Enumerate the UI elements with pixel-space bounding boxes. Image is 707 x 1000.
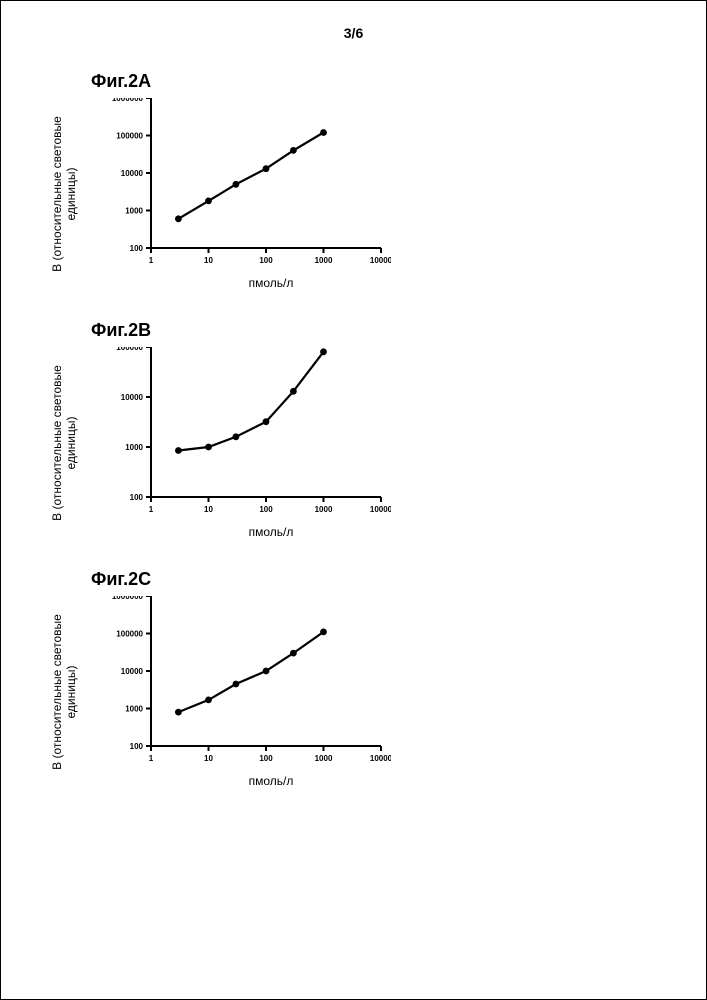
x-tick-label: 100 [259,505,273,514]
y-tick-label: 10000 [121,667,144,676]
data-marker [175,215,182,222]
y-tick-label: 100 [130,244,144,253]
data-marker [290,388,297,395]
y-tick-label: 1000000 [112,98,144,103]
y-axis-label: B (относительные световыеединицы) [51,116,79,272]
data-marker [290,650,297,657]
figures-container: Фиг.2A B (относительные световыеединицы) 1… [41,71,666,788]
data-marker [233,681,240,688]
data-marker [320,629,327,636]
data-marker [175,709,182,716]
chart-wrap: B (относительные световыеединицы)1101001… [111,347,431,539]
x-tick-label: 1000 [315,256,333,265]
data-marker [290,147,297,154]
chart-svg: 1 10 100 1000 10000 100 1000 10000 100000 [111,347,391,521]
x-tick-label: 10000 [370,505,391,514]
chart-svg: 1 10 100 1000 10000 100 1000 10000 100000 1000000 [111,596,391,770]
data-marker [320,129,327,136]
x-axis-label: пмоль/л [111,774,391,788]
y-tick-label: 10000 [121,393,144,402]
y-tick-label: 1000 [125,443,143,452]
data-marker [205,198,212,205]
figure-1: Фиг.2B B (относительные световыеединицы) 1… [41,320,666,539]
data-line [178,632,323,712]
data-marker [175,447,182,454]
chart-wrap: B (относительные световыеединицы)1101001… [111,596,431,788]
figure-title: Фиг.2A [91,71,666,92]
data-marker [205,444,212,451]
axes [151,98,381,248]
figure-2: Фиг.2C B (относительные световыеединицы) 1… [41,569,666,788]
data-marker [205,697,212,704]
chart-wrap: B (относительные световыеединицы)1101001… [111,98,431,290]
x-tick-label: 1000 [315,505,333,514]
y-tick-label: 1000000 [112,596,144,601]
data-marker [233,433,240,440]
x-axis-label: пмоль/л [111,525,391,539]
x-tick-label: 1 [149,505,154,514]
x-tick-label: 10000 [370,256,391,265]
page-number: 3/6 [41,25,666,41]
y-axis-label: B (относительные световыеединицы) [51,614,79,770]
figure-title: Фиг.2B [91,320,666,341]
data-line [178,133,323,219]
x-tick-label: 1 [149,256,154,265]
x-axis-label: пмоль/л [111,276,391,290]
y-tick-label: 1000 [125,207,143,216]
x-tick-label: 10000 [370,754,391,763]
x-tick-label: 10 [204,754,213,763]
y-tick-label: 100000 [116,132,143,141]
x-tick-label: 100 [259,754,273,763]
data-marker [263,165,270,172]
data-marker [233,181,240,188]
data-marker [263,668,270,675]
y-tick-label: 10000 [121,169,144,178]
x-tick-label: 1 [149,754,154,763]
chart-svg: 1 10 100 1000 10000 100 1000 10000 100000 1000000 [111,98,391,272]
figure-title: Фиг.2C [91,569,666,590]
y-tick-label: 1000 [125,705,143,714]
x-tick-label: 10 [204,256,213,265]
data-marker [320,348,327,355]
y-axis-label: B (относительные световыеединицы) [51,365,79,521]
data-marker [263,418,270,425]
x-tick-label: 100 [259,256,273,265]
y-tick-label: 100000 [116,630,143,639]
y-tick-label: 100 [130,493,144,502]
y-tick-label: 100 [130,742,144,751]
x-tick-label: 1000 [315,754,333,763]
data-line [178,352,323,451]
figure-0: Фиг.2A B (относительные световыеединицы) 1… [41,71,666,290]
x-tick-label: 10 [204,505,213,514]
y-tick-label: 100000 [116,347,143,352]
